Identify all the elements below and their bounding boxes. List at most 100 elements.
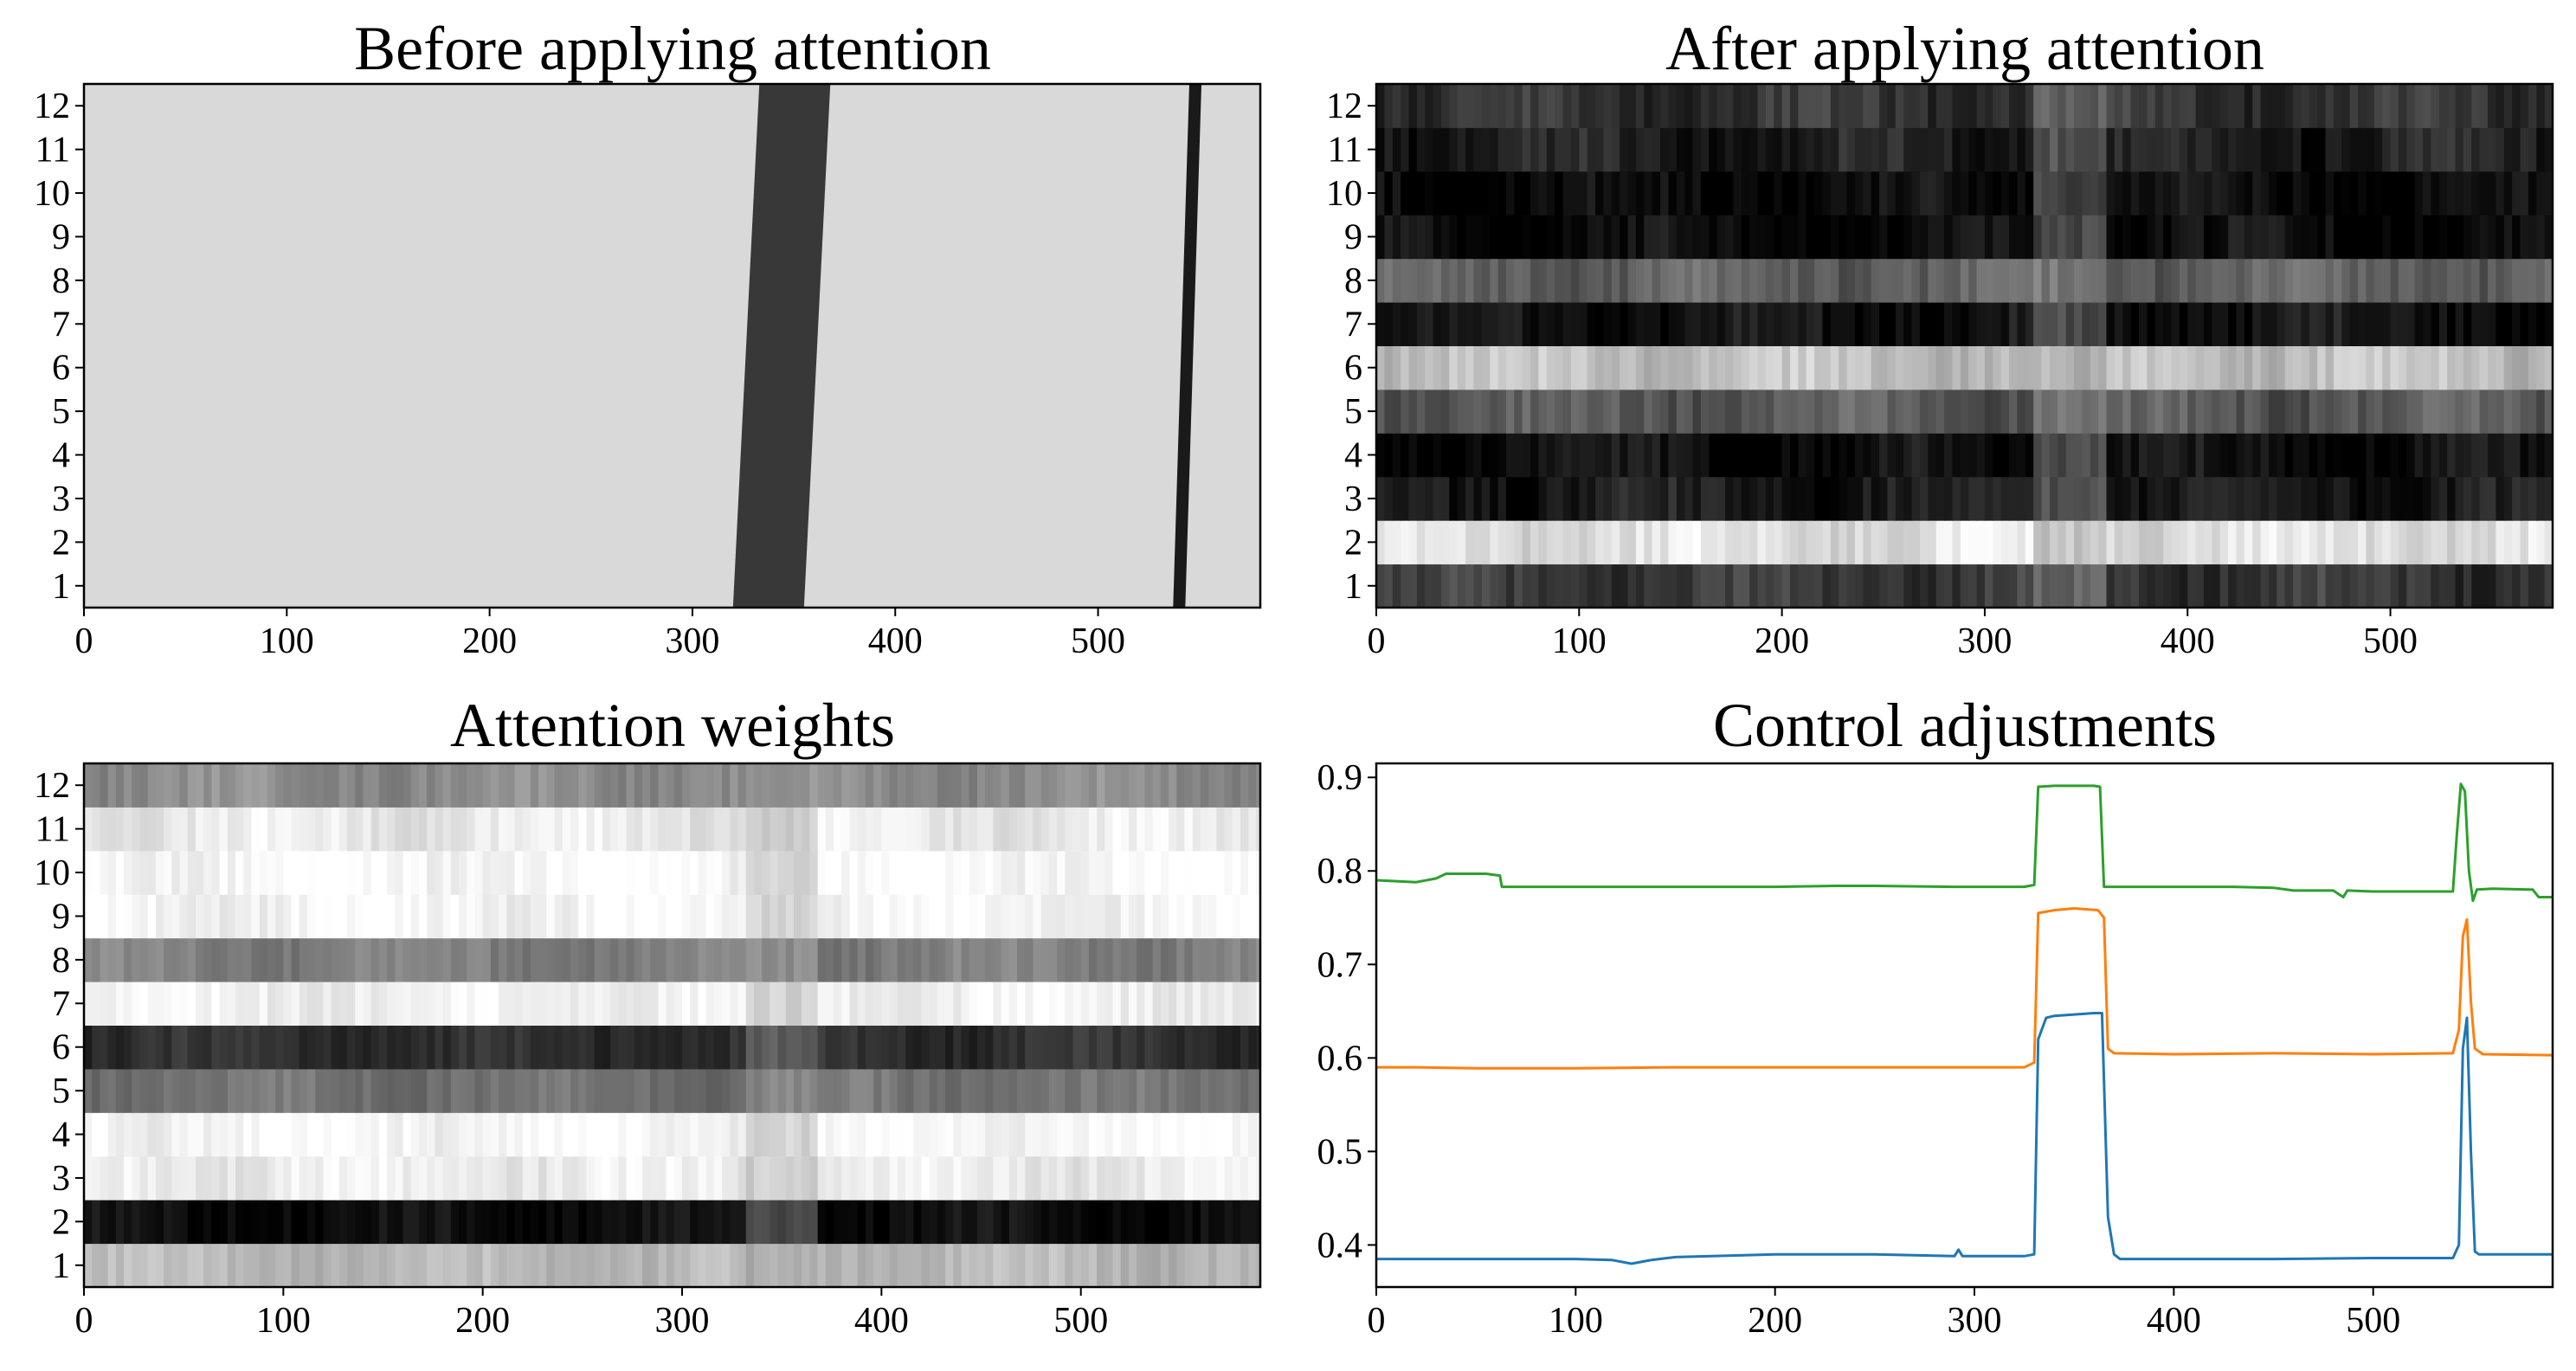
heatmap-cell	[2147, 345, 2156, 390]
heatmap-cell	[2406, 345, 2416, 390]
heatmap-cell	[1839, 476, 1848, 521]
heatmap-cell	[164, 1243, 173, 1287]
heatmap-cell	[2203, 476, 2213, 521]
heatmap-cell	[2065, 127, 2075, 172]
heatmap-cell	[834, 982, 843, 1026]
heatmap-cell	[187, 763, 196, 808]
heatmap-cell	[1192, 894, 1201, 939]
heatmap-cell	[1814, 258, 1824, 303]
heatmap-cell	[586, 894, 596, 939]
heatmap-cell	[2114, 258, 2124, 303]
y-tick-label: 0.7	[1317, 945, 1363, 985]
heatmap-cell	[825, 1025, 834, 1070]
heatmap-cell	[2503, 433, 2513, 478]
heatmap-cell	[2455, 171, 2464, 216]
heatmap-cell	[395, 763, 404, 808]
heatmap-cell	[1935, 433, 1945, 478]
heatmap-cell	[2163, 476, 2173, 521]
heatmap-cell	[1716, 127, 1726, 172]
heatmap-cell	[522, 807, 531, 852]
heatmap-cell	[155, 894, 164, 939]
heatmap-cell	[1570, 520, 1581, 565]
heatmap-cell	[1757, 520, 1767, 565]
heatmap-cell	[762, 1200, 771, 1245]
heatmap-cell	[1652, 258, 1661, 303]
heatmap-cell	[1152, 850, 1162, 895]
heatmap-cell	[794, 1200, 803, 1245]
plot-background-control	[1376, 763, 2553, 1287]
heatmap-cell	[378, 894, 388, 939]
heatmap-cell	[418, 982, 428, 1026]
heatmap-cell	[2431, 302, 2440, 346]
heatmap-cell	[921, 1068, 931, 1113]
heatmap-cell	[1611, 563, 1620, 608]
heatmap-cell	[1781, 258, 1791, 303]
heatmap-cell	[115, 1200, 125, 1245]
heatmap-cell	[1700, 520, 1710, 565]
heatmap-cell	[2236, 433, 2245, 478]
x-tick-label: 200	[1755, 621, 1809, 661]
heatmap-cell	[673, 1200, 683, 1245]
heatmap-cell	[1952, 345, 1961, 390]
heatmap-cell	[873, 982, 883, 1026]
heatmap-cell	[1057, 1068, 1066, 1113]
heatmap-cell	[897, 850, 906, 895]
heatmap-cell	[1968, 476, 1978, 521]
heatmap-cell	[1025, 1112, 1034, 1157]
heatmap-cell	[1490, 215, 1499, 260]
heatmap-cell	[1798, 389, 1807, 434]
heatmap-cell	[92, 894, 101, 939]
heatmap-cell	[2025, 345, 2034, 390]
heatmap-cell	[2366, 215, 2375, 260]
heatmap-cell	[387, 1243, 396, 1287]
heatmap-cell	[1871, 258, 1880, 303]
heatmap-cell	[211, 982, 221, 1026]
heatmap-cell	[2058, 345, 2067, 390]
heatmap-cell	[1072, 1243, 1082, 1287]
heatmap-cell	[1635, 389, 1645, 434]
heatmap-cell	[1952, 389, 1961, 434]
heatmap-cell	[1522, 563, 1531, 608]
heatmap-cell	[1497, 84, 1507, 128]
heatmap-cell	[1774, 127, 1783, 172]
heatmap-cell	[1514, 84, 1523, 128]
heatmap-cell	[737, 937, 747, 982]
heatmap-cell	[1184, 763, 1194, 808]
heatmap-cell	[913, 807, 923, 852]
heatmap-cell	[2033, 433, 2043, 478]
heatmap-cell	[873, 807, 883, 852]
heatmap-cell	[953, 937, 963, 982]
heatmap-cell	[594, 763, 603, 808]
heatmap-cell	[2090, 520, 2099, 565]
heatmap-cell	[1587, 84, 1596, 128]
heatmap-cell	[873, 1112, 883, 1157]
heatmap-cell	[124, 894, 133, 939]
y-tick-label: 3	[52, 480, 70, 519]
heatmap-cell	[745, 1112, 755, 1157]
heatmap-cell	[219, 1068, 229, 1113]
x-tick-label: 300	[665, 621, 719, 661]
heatmap-cell	[1449, 258, 1459, 303]
heatmap-cell	[641, 894, 651, 939]
heatmap-cell	[2139, 84, 2148, 128]
heatmap-cell	[259, 763, 268, 808]
heatmap-cell	[243, 807, 253, 852]
heatmap-cell	[2090, 171, 2099, 216]
heatmap-cell	[2325, 127, 2334, 172]
heatmap-cell	[1781, 345, 1791, 390]
heatmap-cell	[227, 1155, 236, 1200]
heatmap-cell	[650, 982, 660, 1026]
heatmap-cell	[2536, 476, 2546, 521]
heatmap-cell	[929, 850, 938, 895]
heatmap-cell	[1376, 171, 1386, 216]
heatmap-cell	[1660, 389, 1670, 434]
heatmap-cell	[92, 1112, 101, 1157]
heatmap-cell	[2009, 258, 2019, 303]
heatmap-cell	[2382, 389, 2392, 434]
heatmap-cell	[1505, 84, 1516, 128]
heatmap-cell	[2139, 345, 2148, 390]
heatmap-cell	[785, 1112, 795, 1157]
heatmap-cell	[530, 982, 539, 1026]
heatmap-cell	[1152, 1025, 1162, 1070]
heatmap-cell	[522, 937, 531, 982]
